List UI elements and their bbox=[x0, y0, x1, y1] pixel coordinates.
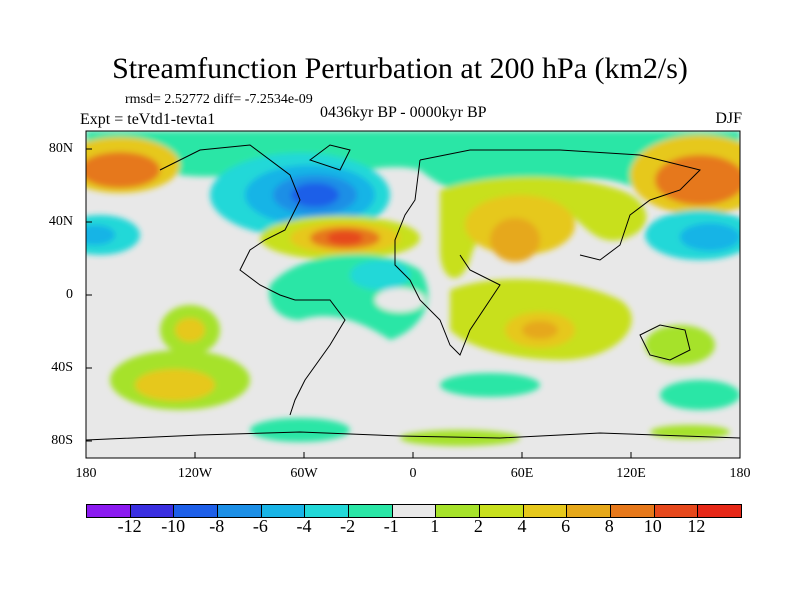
colorbar-swatch bbox=[392, 505, 437, 517]
colorbar-swatch bbox=[218, 505, 262, 517]
colorbar-label: 4 bbox=[517, 516, 527, 536]
colorbar-label: 8 bbox=[604, 516, 614, 536]
lon-label-120e: 120E bbox=[616, 466, 646, 481]
colorbar-swatch bbox=[174, 505, 219, 517]
lon-label-0: 0 bbox=[409, 466, 417, 481]
colorbar-label: -12 bbox=[117, 516, 142, 536]
colorbar-label: 6 bbox=[561, 516, 571, 536]
colorbar-swatch bbox=[305, 505, 350, 517]
colorbar-swatch bbox=[349, 505, 393, 517]
colorbar-label: 12 bbox=[687, 516, 706, 536]
colorbar-label: -4 bbox=[296, 516, 312, 536]
lat-label-40n: 40N bbox=[48, 214, 73, 229]
stats-text: rmsd= 2.52772 diff= -7.2534e-09 bbox=[125, 92, 313, 107]
colorbar-label: -8 bbox=[209, 516, 225, 536]
colorbar-swatch bbox=[698, 505, 742, 517]
colorbar-label: -2 bbox=[340, 516, 356, 536]
lon-label-180w: 180 bbox=[75, 466, 97, 481]
lat-label-80n: 80N bbox=[48, 141, 73, 156]
colorbar-swatch bbox=[523, 505, 568, 517]
contour-field bbox=[86, 131, 740, 458]
lat-label-0: 0 bbox=[66, 287, 73, 302]
lon-label-180e: 180 bbox=[729, 466, 751, 481]
colorbar-label: -6 bbox=[252, 516, 268, 536]
colorbar-label: -1 bbox=[383, 516, 399, 536]
colorbar-swatch bbox=[87, 505, 131, 517]
lon-label-60e: 60E bbox=[510, 466, 534, 481]
lon-label-120w: 120W bbox=[177, 466, 213, 481]
experiment-label: Expt = teVtd1-tevta1 bbox=[80, 111, 216, 128]
period-label: 0436kyr BP - 0000kyr BP bbox=[320, 104, 487, 121]
colorbar-swatch bbox=[480, 505, 524, 517]
coastlines bbox=[86, 144, 740, 441]
colorbar bbox=[86, 504, 742, 518]
colorbar-swatch bbox=[654, 505, 699, 517]
colorbar-label: 2 bbox=[473, 516, 483, 536]
colorbar-swatch bbox=[436, 505, 481, 517]
lon-label-60w: 60W bbox=[290, 466, 318, 481]
chart-title: Streamfunction Perturbation at 200 hPa (… bbox=[112, 52, 688, 85]
colorbar-label: -10 bbox=[161, 516, 186, 536]
lat-label-80s: 80S bbox=[51, 433, 73, 448]
colorbar-swatch bbox=[567, 505, 612, 517]
season-label: DJF bbox=[715, 110, 742, 127]
colorbar-swatch bbox=[611, 505, 655, 517]
colorbar-label: 1 bbox=[430, 516, 440, 536]
axis-ticks bbox=[85, 148, 741, 458]
colorbar-swatch bbox=[130, 505, 175, 517]
colorbar-label: 10 bbox=[643, 516, 662, 536]
colorbar-swatch bbox=[261, 505, 306, 517]
lat-label-40s: 40S bbox=[51, 360, 73, 375]
